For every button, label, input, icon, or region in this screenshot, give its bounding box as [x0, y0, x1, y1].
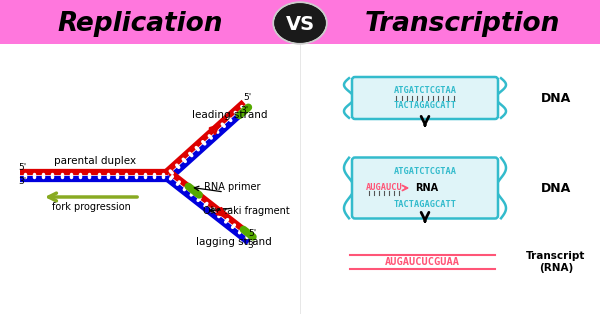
Ellipse shape [275, 4, 325, 42]
FancyBboxPatch shape [352, 77, 498, 119]
Bar [0, 0, 600, 44]
Text: DNA: DNA [541, 91, 571, 105]
Text: 3': 3' [240, 106, 248, 115]
Text: leading strand: leading strand [192, 110, 268, 120]
Text: ATGATCTCGTAA: ATGATCTCGTAA [394, 86, 457, 95]
Text: TACTAGAGCATT: TACTAGAGCATT [394, 200, 457, 209]
Text: Okazaki fragment: Okazaki fragment [203, 206, 289, 216]
Text: parental duplex: parental duplex [54, 156, 136, 166]
Text: AUGAUCUCGUAA: AUGAUCUCGUAA [385, 257, 460, 267]
Text: 5': 5' [243, 93, 251, 101]
Text: DNA: DNA [541, 181, 571, 194]
Ellipse shape [273, 2, 327, 44]
Text: Replication: Replication [57, 11, 223, 37]
FancyBboxPatch shape [352, 158, 498, 219]
Text: RNA primer: RNA primer [204, 182, 260, 192]
Text: Transcript
(RNA): Transcript (RNA) [526, 251, 586, 273]
Text: Transcription: Transcription [364, 11, 560, 37]
Text: fork progression: fork progression [52, 202, 130, 212]
Text: ATGATCTCGTAA: ATGATCTCGTAA [394, 167, 457, 176]
Text: 5': 5' [18, 164, 26, 172]
Ellipse shape [275, 4, 325, 42]
Text: VS: VS [286, 14, 314, 34]
Text: 3': 3' [247, 241, 256, 250]
Text: 5': 5' [248, 229, 256, 238]
Text: TACTAGAGCATT: TACTAGAGCATT [394, 101, 457, 111]
Text: AUGAUCU: AUGAUCU [366, 183, 403, 192]
Text: lagging strand: lagging strand [196, 237, 272, 247]
Text: RNA: RNA [415, 183, 438, 193]
Text: 3': 3' [18, 177, 26, 187]
